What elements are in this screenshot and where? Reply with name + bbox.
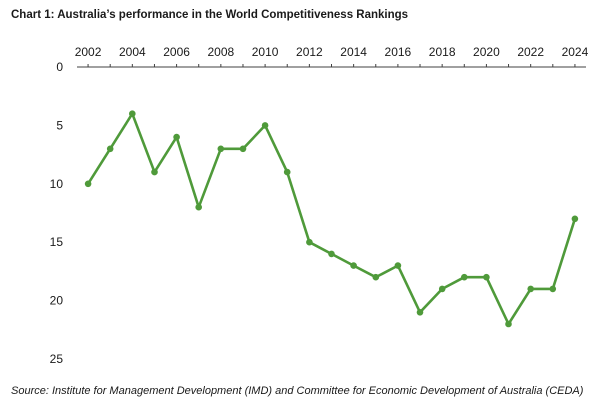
- data-point: [350, 262, 357, 269]
- data-point: [173, 133, 180, 141]
- data-point: [527, 285, 534, 293]
- x-tick-label: 2012: [296, 45, 323, 59]
- y-tick-label: 25: [50, 352, 64, 366]
- y-tick-label: 15: [50, 235, 64, 249]
- y-tick-label: 20: [50, 294, 64, 308]
- data-point: [261, 122, 269, 129]
- x-tick-label: 2022: [517, 45, 544, 59]
- source-note: Source: Institute for Management Develop…: [11, 385, 584, 397]
- y-tick-label: 10: [50, 177, 64, 191]
- data-point: [129, 110, 136, 117]
- data-point: [195, 203, 202, 211]
- y-axis: 0 5 10 15 20 25: [50, 60, 64, 366]
- x-tick-label: 2020: [473, 45, 500, 59]
- data-point: [283, 168, 291, 176]
- x-tick-label: 2024: [562, 45, 589, 59]
- data-point: [394, 262, 402, 269]
- y-tick-label: 0: [56, 60, 63, 74]
- x-axis: 2002 2004 2006 2008 2010 2012 2014 2016 2018 2020…: [75, 45, 589, 68]
- data-point: [306, 238, 313, 246]
- data-point: [571, 215, 579, 223]
- data-point: [438, 285, 446, 293]
- data-point: [372, 273, 380, 281]
- x-tick-label: 2002: [75, 45, 102, 59]
- data-point: [84, 180, 92, 188]
- data-point: [416, 309, 424, 316]
- y-tick-label: 5: [56, 118, 63, 132]
- x-tick-label: 2004: [119, 45, 146, 59]
- x-tick-label: 2016: [385, 45, 412, 59]
- data-point: [239, 145, 247, 153]
- series-layer: [84, 110, 579, 328]
- data-point: [328, 250, 335, 258]
- x-tick-label: 2006: [163, 45, 190, 59]
- x-tick-label: 2008: [207, 45, 234, 59]
- data-point: [483, 273, 490, 281]
- x-tick-label: 2010: [252, 45, 279, 59]
- data-point: [461, 273, 468, 281]
- data-point: [549, 285, 557, 293]
- series-line: [86, 112, 577, 326]
- x-tick-label: 2014: [340, 45, 367, 59]
- data-point: [106, 145, 114, 153]
- chart-title: Chart 1: Australia’s performance in the …: [11, 9, 409, 21]
- data-point: [505, 320, 512, 328]
- x-tick-label: 2018: [429, 45, 456, 59]
- data-point: [217, 145, 225, 153]
- data-point: [151, 168, 158, 176]
